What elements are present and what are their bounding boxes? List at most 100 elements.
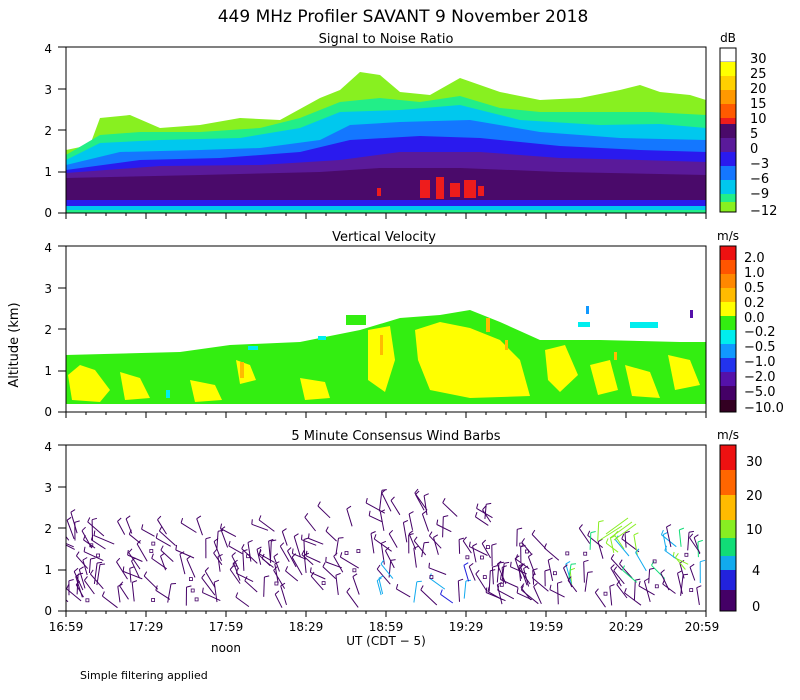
- wind-barb-flag: [74, 520, 80, 523]
- wind-barb-flag: [309, 567, 312, 573]
- wind-barb-flag: [291, 548, 294, 554]
- wind-barb: [235, 596, 250, 608]
- wind-barb-flag: [693, 534, 699, 538]
- wind-barb: [83, 580, 95, 595]
- calm-marker: [246, 554, 251, 559]
- wind-barb-flag: [128, 529, 132, 535]
- wind-barb: [428, 567, 447, 575]
- panel-wind-title: 5 Minute Consensus Wind Barbs: [291, 429, 500, 444]
- wind-barb-flag: [609, 584, 615, 587]
- wind-barb-flag: [242, 549, 248, 552]
- wind-barb-flag: [264, 575, 270, 578]
- wind-barb-flag: [155, 533, 158, 539]
- wind-barb: [274, 563, 279, 584]
- x-tick-marks: [65, 213, 707, 617]
- wind-barb-flag: [458, 578, 464, 582]
- wind-barb: [131, 582, 135, 602]
- wind-barb-flag: [66, 516, 72, 521]
- snr-cb-label-10: −12: [750, 204, 777, 219]
- wind-barb-flag: [697, 539, 703, 543]
- wind-barb-flag: [82, 557, 88, 561]
- wind-barb: [280, 585, 287, 606]
- wind-barb-flag: [365, 497, 368, 504]
- wind-barb: [376, 568, 391, 585]
- wind-barb: [333, 556, 344, 573]
- panel-wind: 5 Minute Consensus Wind Barbs 0 1 2 3 4 …: [44, 428, 762, 618]
- wind-barb: [291, 556, 303, 576]
- calm-marker: [553, 571, 557, 576]
- wind-barb-flag: [633, 532, 639, 536]
- wind-barb-flag: [346, 587, 351, 593]
- calm-marker: [274, 581, 279, 586]
- wind-barb-flag: [583, 559, 589, 563]
- wind-barb: [544, 547, 560, 561]
- velocity-yellow-patches: [68, 322, 700, 402]
- wind-barb: [390, 500, 401, 516]
- wind-barb-flag: [520, 585, 524, 591]
- wind-barb: [420, 589, 438, 606]
- wind-barb: [352, 576, 360, 595]
- calm-marker: [190, 588, 195, 593]
- wind-barb: [463, 565, 470, 582]
- wind-barb-flag: [501, 565, 507, 568]
- wind-barb: [610, 558, 623, 571]
- wind-barb-flag: [151, 553, 154, 559]
- wind-barb: [119, 585, 129, 600]
- wind-barb-flag: [475, 569, 480, 575]
- vel-cb-label-6: −0.5: [744, 340, 776, 355]
- wind-barb-flag: [368, 510, 371, 516]
- wind-barb-flag: [491, 543, 497, 546]
- wind-barb: [583, 561, 585, 583]
- wind-barb: [322, 566, 337, 580]
- wind-barb-flag: [520, 583, 525, 588]
- wind-barb: [476, 507, 493, 519]
- panel-snr-ytick-labels: 0 1 2 3 4: [44, 42, 52, 220]
- wind-barb-flag: [660, 529, 664, 535]
- snr-cb-label-8: −6: [750, 172, 769, 187]
- wind-barb: [66, 520, 75, 540]
- wind-barb-flag: [490, 569, 496, 572]
- wind-barb: [523, 568, 530, 587]
- wind-barb-flag: [474, 511, 478, 517]
- wind-barb-flag: [531, 529, 536, 535]
- wind-barb-flag: [258, 548, 262, 555]
- wind-barb: [310, 575, 324, 591]
- vel-cb-label-4: 0.0: [744, 311, 765, 326]
- wind-barb: [521, 589, 539, 605]
- wind-barb-flag: [514, 555, 520, 559]
- wind-barb: [220, 528, 237, 538]
- snr-ytick-4: 4: [44, 42, 52, 56]
- wind-barb: [88, 558, 91, 574]
- wind-barb: [402, 522, 408, 543]
- wind-barb-flag: [468, 563, 474, 567]
- wind-barb: [689, 566, 696, 581]
- wind-barb: [408, 513, 413, 531]
- wind-barb-flag: [127, 550, 129, 556]
- wind-barb-flag: [570, 563, 577, 565]
- snr-unit: dB: [720, 31, 736, 45]
- noon-label: noon: [211, 641, 241, 655]
- wind-barb: [155, 537, 171, 547]
- wind-barb: [201, 577, 216, 596]
- wind-barb: [303, 554, 307, 573]
- wind-barb-flag: [428, 562, 430, 568]
- wind-barb: [472, 545, 477, 563]
- wind-barb-flag: [304, 552, 310, 556]
- wind-colorbar-labels: 30 20 10 4 0: [746, 455, 763, 615]
- snr-band-darkpurple: [66, 168, 706, 202]
- snr-cb-label-3: 15: [750, 97, 767, 112]
- wind-barb-flag: [268, 538, 274, 542]
- wind-barb: [496, 562, 500, 583]
- wind-barb-flag: [117, 517, 122, 522]
- calm-marker: [149, 549, 154, 553]
- wind-barb-flag: [433, 534, 439, 538]
- x-axis-label: UT (CDT − 5): [346, 634, 426, 648]
- wind-barb-flag: [83, 546, 86, 552]
- vel-cb-label-5: −0.2: [744, 325, 776, 340]
- wind-barb-flag: [390, 559, 396, 561]
- wind-barb-flag: [587, 530, 591, 536]
- calm-marker: [652, 559, 657, 564]
- wind-barb-flag: [201, 573, 206, 579]
- wind-barb-flag: [274, 590, 280, 595]
- wind-barb: [335, 538, 339, 556]
